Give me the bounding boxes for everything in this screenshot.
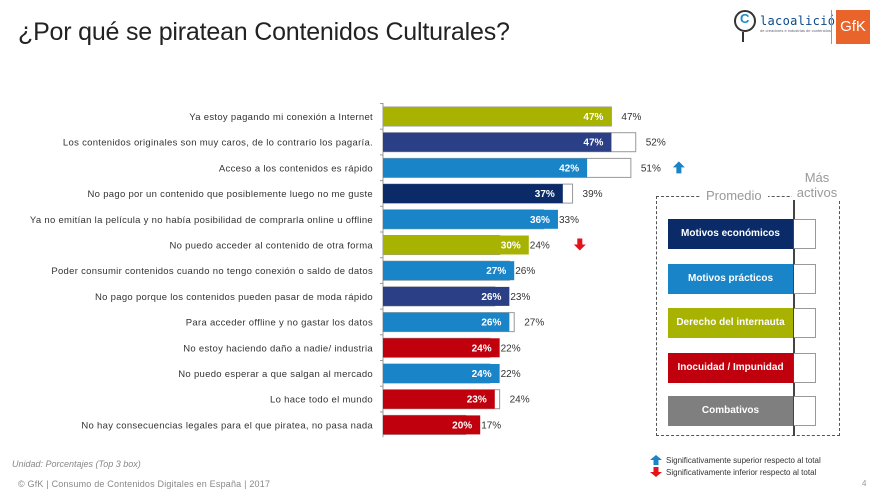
coalicion-logo-subtitle: de creadores e industrias de contenidos bbox=[760, 28, 831, 33]
bar-value-promedio: 36% bbox=[530, 215, 550, 226]
legend-item-outline bbox=[794, 219, 816, 249]
legend-item-outline bbox=[794, 396, 816, 426]
bar-value-promedio: 23% bbox=[467, 395, 487, 406]
category-label: No estoy haciendo daño a nadie/ industri… bbox=[183, 343, 373, 354]
category-label: No pago porque los contenidos pueden pas… bbox=[95, 292, 373, 303]
category-label: Poder consumir contenidos cuando no teng… bbox=[51, 266, 373, 277]
bar-value-mas-activos: 26% bbox=[515, 266, 535, 277]
bar-value-mas-activos: 24% bbox=[510, 395, 530, 406]
bar-promedio bbox=[383, 286, 510, 306]
bar-promedio bbox=[383, 312, 510, 332]
category-label: Para acceder offline y no gastar los dat… bbox=[186, 318, 373, 329]
gfk-logo: GfK bbox=[836, 10, 870, 44]
legend-header-promedio: Promedio bbox=[700, 188, 768, 203]
page-title: ¿Por qué se piratean Contenidos Cultural… bbox=[18, 18, 510, 46]
coalicion-logo-glyph: C bbox=[740, 11, 750, 26]
bar-promedio bbox=[383, 389, 495, 409]
legend-item: Derecho del internauta bbox=[668, 308, 793, 338]
arrow-down-icon bbox=[650, 467, 662, 477]
bar-value-mas-activos: 33% bbox=[559, 215, 579, 226]
bar-value-promedio: 42% bbox=[559, 163, 579, 174]
bar-value-mas-activos: 52% bbox=[646, 138, 666, 149]
bar-promedio bbox=[383, 184, 563, 204]
legend-item-outline bbox=[794, 353, 816, 383]
logo-separator bbox=[831, 10, 832, 44]
source-footer: © GfK | Consumo de Contenidos Digitales … bbox=[18, 479, 271, 489]
legend-divider bbox=[793, 196, 795, 436]
bar-value-promedio: 30% bbox=[501, 241, 521, 252]
category-label: No puedo acceder al contenido de otra fo… bbox=[169, 241, 373, 252]
bar-promedio bbox=[383, 209, 558, 229]
significance-up-label: Significativamente superior respecto al … bbox=[666, 455, 821, 465]
bar-value-promedio: 24% bbox=[472, 343, 492, 354]
category-label: No pago por un contenido que posiblement… bbox=[88, 189, 373, 200]
bar-value-promedio: 20% bbox=[452, 420, 472, 431]
category-label: No hay consecuencias legales para el que… bbox=[81, 420, 373, 431]
bar-value-promedio: 37% bbox=[535, 189, 555, 200]
legend-significance-down: Significativamente inferior respecto al … bbox=[650, 467, 816, 477]
coalicion-logo-icon: C bbox=[734, 10, 756, 32]
bar-value-promedio: 47% bbox=[583, 138, 603, 149]
bar-value-mas-activos: 47% bbox=[621, 112, 641, 123]
legend-item: Motivos prácticos bbox=[668, 264, 793, 294]
legend-significance-up: Significativamente superior respecto al … bbox=[650, 455, 821, 465]
legend-item: Motivos económicos bbox=[668, 219, 793, 249]
bar-value-mas-activos: 22% bbox=[501, 343, 521, 354]
legend-item: Combativos bbox=[668, 396, 793, 426]
arrow-up-icon bbox=[650, 455, 662, 465]
bar-promedio bbox=[383, 132, 612, 152]
bar-value-promedio: 24% bbox=[472, 369, 492, 380]
bar-value-promedio: 47% bbox=[583, 112, 603, 123]
bar-value-mas-activos: 39% bbox=[583, 189, 603, 200]
category-label: Acceso a los contenidos es rápido bbox=[219, 163, 373, 174]
bar-promedio bbox=[383, 261, 515, 281]
category-label: No puedo esperar a que salgan al mercado bbox=[178, 369, 373, 380]
legend-item-outline bbox=[794, 308, 816, 338]
bar-promedio bbox=[383, 107, 612, 126]
bar-value-promedio: 26% bbox=[481, 318, 501, 329]
category-label: Ya no emitían la película y no había pos… bbox=[30, 215, 373, 226]
unit-note: Unidad: Porcentajes (Top 3 box) bbox=[12, 459, 141, 469]
arrow-up-icon bbox=[672, 161, 685, 174]
bar-value-mas-activos: 22% bbox=[501, 369, 521, 380]
bar-promedio bbox=[383, 158, 588, 178]
bar-value-mas-activos: 24% bbox=[530, 241, 550, 252]
bar-value-mas-activos: 17% bbox=[481, 420, 501, 431]
category-label: Lo hace todo el mundo bbox=[270, 395, 373, 406]
arrow-down-icon bbox=[573, 238, 586, 251]
category-label: Ya estoy pagando mi conexión a Internet bbox=[189, 112, 373, 123]
bar-value-promedio: 26% bbox=[481, 292, 501, 303]
bar-promedio bbox=[383, 364, 500, 383]
legend-item-outline bbox=[794, 264, 816, 294]
legend-item: Inocuidad / Impunidad bbox=[668, 353, 793, 383]
coalicion-logo-text: lacoalición bbox=[760, 14, 843, 28]
legend-header-mas-activos: Más activos bbox=[792, 170, 842, 200]
coalicion-logo-coil bbox=[742, 32, 750, 42]
bar-promedio bbox=[383, 415, 481, 435]
page-number: 4 bbox=[862, 479, 867, 488]
bar-value-mas-activos: 51% bbox=[641, 163, 661, 174]
logos: C lacoalición de creadores e industrias … bbox=[728, 6, 876, 46]
bar-promedio bbox=[383, 235, 529, 255]
bar-value-mas-activos: 23% bbox=[510, 292, 530, 303]
category-label: Los contenidos originales son muy caros,… bbox=[63, 138, 373, 149]
bar-value-promedio: 27% bbox=[486, 266, 506, 277]
bar-promedio bbox=[383, 338, 500, 358]
bar-value-mas-activos: 27% bbox=[524, 318, 544, 329]
significance-down-label: Significativamente inferior respecto al … bbox=[666, 467, 817, 477]
